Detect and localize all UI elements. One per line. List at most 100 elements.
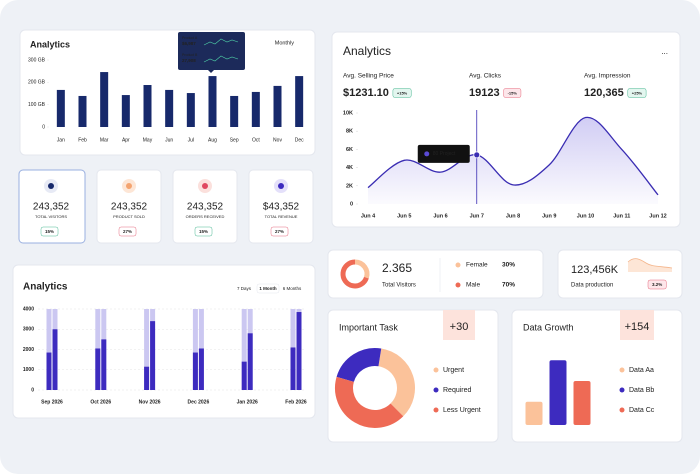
- x-tick-label: Apr: [122, 137, 130, 143]
- bar: [150, 321, 156, 390]
- legend-label: Less Urgent: [443, 407, 481, 414]
- tab[interactable]: 6 Months: [283, 286, 302, 291]
- badge-text: -15%: [508, 90, 518, 95]
- x-tick-label: Sep 2026: [41, 399, 63, 405]
- bar-track: [192, 309, 198, 390]
- stat-value: 120,365: [584, 87, 624, 99]
- chart-title: Analytics: [343, 44, 391, 58]
- x-tick-label: Feb 2026: [285, 399, 307, 405]
- x-tick-label: Jan: [57, 137, 65, 143]
- stat-card: [248, 169, 314, 244]
- x-tick-label: May: [143, 137, 153, 143]
- x-tick-label: Sep: [230, 137, 239, 143]
- x-tick-label: Jun 11: [613, 213, 630, 219]
- tab[interactable]: 1 Month: [259, 286, 276, 291]
- legend-label: Male: [466, 282, 480, 289]
- y-tick-label: 100 GB: [28, 102, 46, 108]
- slice: [354, 259, 370, 279]
- slice: [336, 348, 382, 383]
- badge-text: +30: [450, 321, 469, 333]
- badge: [118, 226, 137, 237]
- badge: [503, 88, 522, 98]
- hover-point: [473, 151, 481, 159]
- bar-track: [144, 309, 150, 390]
- stat-label: TOTAL REVENUE: [265, 214, 298, 219]
- legend-label: Data Bb: [629, 387, 654, 394]
- bar: [186, 93, 195, 127]
- stat-card: [172, 169, 238, 244]
- legend-label: Data Cc: [629, 407, 655, 414]
- bar: [273, 85, 282, 127]
- bar: [143, 85, 152, 127]
- x-tick-label: Jun 8: [506, 213, 520, 219]
- legend-dot: [455, 262, 461, 268]
- bar: [101, 339, 107, 390]
- y-tick-label: 1000: [23, 367, 34, 373]
- legend-dot: [433, 387, 439, 393]
- legend-dot: [455, 282, 461, 288]
- x-tick-label: Jun 10: [577, 213, 594, 219]
- sparkline-area: [628, 258, 672, 272]
- badge-text: +25%: [632, 90, 643, 95]
- badge: [392, 88, 412, 98]
- badge-text: 27%: [123, 229, 132, 234]
- x-tick-label: Jan 2026: [237, 399, 258, 405]
- badge-text: 27%: [275, 229, 284, 234]
- card: [327, 249, 544, 299]
- tooltip-dot: [424, 151, 430, 157]
- x-tick-label: Nov: [273, 137, 282, 143]
- x-tick-label: Oct: [252, 137, 260, 143]
- bar: [230, 95, 239, 127]
- period-select: Monthly: [275, 40, 295, 46]
- y-tick-label: 3000: [23, 327, 34, 333]
- bar: [573, 381, 591, 425]
- badge: [620, 310, 654, 340]
- tooltip: [417, 144, 470, 163]
- bar: [78, 95, 87, 127]
- tooltip-spark: [203, 55, 239, 63]
- bar: [295, 76, 304, 127]
- bar: [241, 361, 247, 390]
- production-label: Data production: [571, 283, 613, 289]
- legend-dot: [619, 387, 625, 393]
- bar: [296, 312, 302, 390]
- chart-title: Data Growth: [523, 322, 574, 332]
- bar: [251, 91, 260, 127]
- bar: [192, 352, 198, 390]
- badge-text: +15%: [397, 90, 408, 95]
- x-tick-label: Jun: [165, 137, 173, 143]
- bar: [56, 89, 65, 127]
- chart-title: Important Task: [339, 322, 398, 332]
- x-tick-label: Feb: [78, 137, 87, 143]
- stat-label: Avg. Clicks: [469, 73, 502, 80]
- x-tick-label: Nov 2026: [139, 399, 161, 405]
- badge-text: 15%: [45, 229, 54, 234]
- tab[interactable]: 7 Days: [237, 286, 252, 291]
- bar: [290, 347, 296, 390]
- menu[interactable]: ...: [661, 47, 668, 56]
- y-tick-label: 10K: [343, 110, 353, 116]
- stat-value: 19123: [469, 87, 500, 99]
- legend-dot: [619, 367, 625, 373]
- badge: [194, 226, 213, 237]
- stat-value: 243,352: [33, 202, 70, 213]
- stat-value: $1231.10: [343, 87, 389, 99]
- bar: [52, 329, 58, 390]
- stat-label: ORDERS RECEIVED: [186, 214, 225, 219]
- y-tick-label: 300 GB: [28, 57, 46, 63]
- legend-dot: [433, 407, 439, 413]
- badge: [647, 279, 667, 290]
- stat-card: [96, 169, 162, 244]
- y-tick-label: 4000: [23, 306, 34, 312]
- tooltip-label: Product A: [182, 36, 198, 40]
- stat-label: Avg. Impression: [584, 73, 631, 80]
- badge: [627, 88, 647, 98]
- legend-label: Data Aa: [629, 367, 654, 374]
- stat-card: [18, 169, 86, 244]
- tooltip-arrow: [208, 70, 214, 73]
- bar: [100, 72, 109, 127]
- x-tick-label: Jun 7: [470, 213, 484, 219]
- total-caption: Total Visitors: [382, 283, 416, 289]
- bar: [95, 348, 101, 390]
